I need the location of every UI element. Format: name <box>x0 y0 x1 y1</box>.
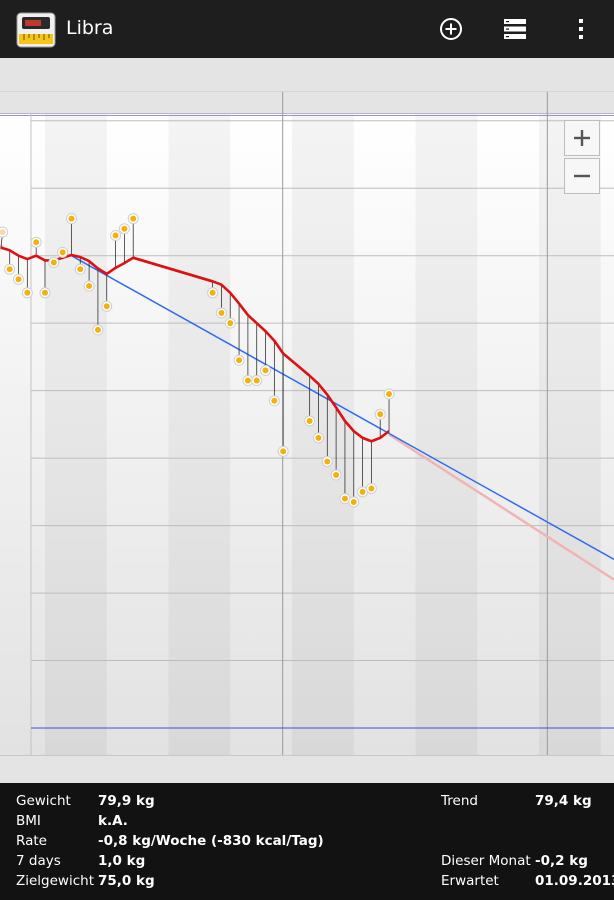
list-view-button[interactable] <box>495 10 535 48</box>
regression-line <box>71 255 614 560</box>
weight-point <box>33 239 40 246</box>
weight-point <box>50 259 57 266</box>
week-band <box>292 114 355 755</box>
weight-point <box>386 391 393 398</box>
weight-point <box>271 397 278 404</box>
month-strip <box>0 92 614 114</box>
stat-label: Erwartet <box>441 873 499 889</box>
year-strip <box>0 58 614 92</box>
list-icon <box>504 19 526 39</box>
stat-label: BMI <box>16 813 41 829</box>
weight-point <box>324 458 331 465</box>
stat-label: Gewicht <box>16 793 71 809</box>
week-band <box>477 114 540 755</box>
stat-label: Rate <box>16 833 47 849</box>
weight-point <box>253 377 260 384</box>
weight-point <box>68 215 75 222</box>
weight-point <box>218 310 225 317</box>
week-band <box>168 114 231 755</box>
add-entry-button[interactable] <box>431 10 471 48</box>
trend-line-gap <box>132 256 213 283</box>
weight-point <box>94 326 101 333</box>
weight-point <box>121 225 128 232</box>
weight-point <box>59 249 66 256</box>
stats-panel: Gewicht 79,9 kg BMI k.A. Rate -0,8 kg/Woche (… <box>0 783 614 900</box>
weight-point <box>368 485 375 492</box>
stat-value: 1,0 kg <box>98 853 146 869</box>
weight-point <box>0 229 6 236</box>
stat-label: 7 days <box>16 853 61 869</box>
weight-point <box>377 411 384 418</box>
forecast-line <box>388 433 614 581</box>
minus-icon <box>574 174 590 178</box>
weight-point <box>77 266 84 273</box>
scale-icon[interactable] <box>16 12 56 48</box>
plus-circle-icon <box>440 18 462 40</box>
weight-point <box>359 488 366 495</box>
weight-point <box>86 283 93 290</box>
trend-line <box>0 246 134 276</box>
app-title: Libra <box>66 17 114 39</box>
weight-point <box>24 289 31 296</box>
weight-point <box>341 495 348 502</box>
weight-point <box>236 357 243 364</box>
x-axis-strip <box>0 755 614 783</box>
week-band <box>44 114 108 755</box>
weight-point <box>112 232 119 239</box>
week-band <box>106 114 169 755</box>
plus-icon <box>574 130 590 146</box>
stat-label: Zielgewicht <box>16 873 94 889</box>
zoom-out-button[interactable] <box>564 158 600 194</box>
weight-point <box>244 377 251 384</box>
weight-point <box>262 367 269 374</box>
weight-point <box>130 215 137 222</box>
stat-value: 79,4 kg <box>535 793 592 809</box>
stat-value: -0,2 kg <box>535 853 588 869</box>
weight-point <box>209 289 216 296</box>
zoom-in-button[interactable] <box>564 120 600 156</box>
weight-point <box>315 434 322 441</box>
weight-chart[interactable] <box>0 58 614 783</box>
week-band <box>0 114 46 755</box>
weight-point <box>306 418 313 425</box>
stat-value: k.A. <box>98 813 128 829</box>
stat-value: 79,9 kg <box>98 793 155 809</box>
weight-point <box>350 498 357 505</box>
overflow-menu-button[interactable] <box>561 10 601 48</box>
weight-point <box>333 471 340 478</box>
stat-value: 75,0 kg <box>98 873 155 889</box>
weight-point <box>41 289 48 296</box>
action-bar: Libra <box>0 0 614 59</box>
weight-point <box>103 303 110 310</box>
weight-point <box>15 276 22 283</box>
week-band <box>539 114 602 755</box>
week-band <box>415 114 478 755</box>
weight-point <box>280 448 287 455</box>
weight-point <box>6 266 13 273</box>
stat-value: -0,8 kg/Woche (-830 kcal/Tag) <box>98 833 324 849</box>
stat-label: Trend <box>441 793 478 809</box>
stat-label: Dieser Monat <box>441 853 531 869</box>
weight-point <box>227 320 234 327</box>
trend-line <box>132 256 390 443</box>
weight-chart-svg[interactable] <box>0 58 614 783</box>
stat-value: 01.09.2013 <box>535 873 614 889</box>
week-band <box>600 114 614 755</box>
week-band <box>230 114 293 755</box>
overflow-menu-icon <box>579 19 583 39</box>
